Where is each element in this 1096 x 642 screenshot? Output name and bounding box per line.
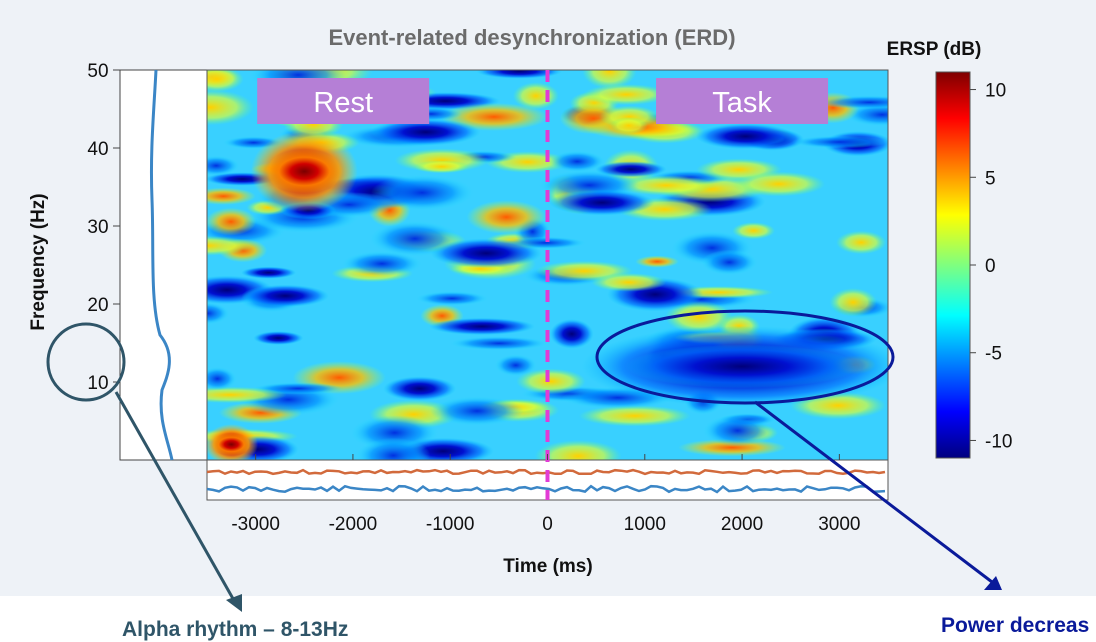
colorbar-tick-label: 0	[985, 256, 996, 277]
heatmap-texture-blob	[207, 187, 256, 205]
heatmap-region-core	[625, 344, 859, 389]
heatmap-texture-blob	[595, 161, 667, 178]
x-axis: -3000 -2000 -1000 0 1000 2000 3000	[231, 454, 860, 535]
heatmap-texture-blob	[207, 235, 254, 256]
colorbar-ticks: 10 5 0 -5 -10	[970, 81, 1012, 452]
alpha-annotation: Alpha rhythm – 8-13Hz	[122, 618, 348, 641]
trace-blue	[206, 484, 886, 494]
heatmap-texture-blob	[549, 189, 655, 216]
y-tick-label: 40	[87, 139, 108, 160]
condition-labels: Rest Task	[257, 78, 829, 124]
power-decrease-ellipse	[595, 309, 895, 405]
colorbar-tick-label: 5	[985, 168, 996, 189]
chart-title: Event-related desynchronization (ERD)	[328, 25, 735, 50]
x-tick-label: 0	[542, 514, 553, 535]
colorbar-title: ERSP (dB)	[887, 39, 982, 60]
heatmap-texture-blob	[512, 82, 559, 110]
heatmap-texture-blob	[591, 272, 667, 292]
heatmap-texture-blob	[207, 386, 287, 404]
heatmap-texture-blob	[609, 117, 648, 135]
heatmap-texture-blob	[430, 238, 542, 269]
alpha-arrowhead	[226, 594, 242, 612]
heatmap-region-core	[211, 433, 251, 456]
x-tick-label: -3000	[231, 514, 280, 535]
heatmap-texture-blob	[732, 171, 826, 197]
heatmap-texture-blob	[207, 207, 257, 236]
heatmap-texture-blob	[578, 405, 691, 427]
condition-label: Task	[712, 87, 772, 119]
heatmap-texture-blob	[241, 284, 329, 308]
heatmap-texture-blob	[695, 123, 796, 150]
heatmap-texture-blob	[207, 70, 244, 92]
heatmap-texture-blob	[253, 331, 304, 345]
heatmap-texture-blob	[476, 70, 563, 79]
spectrum-line	[149, 69, 174, 461]
heatmap-texture-blob	[207, 89, 254, 126]
heatmap-texture-blob	[207, 367, 237, 391]
heatmap-texture-blob	[549, 151, 606, 172]
colorbar-tick-label: -10	[985, 431, 1012, 452]
colorbar	[935, 71, 971, 459]
x-tick-label: -1000	[426, 514, 475, 535]
heatmap-texture-blob	[818, 95, 888, 110]
y-tick-label: 50	[87, 61, 108, 82]
y-tick-label: 30	[87, 217, 108, 238]
power-arrow	[754, 400, 993, 584]
heatmap-texture-blob	[582, 84, 670, 105]
heatmap-texture-blob	[429, 317, 535, 336]
heatmap-texture-blob	[342, 251, 422, 277]
colorbar-tick-label: 10	[985, 81, 1006, 102]
heatmap-texture-blob	[430, 396, 525, 426]
heatmap-texture-blob	[665, 301, 733, 334]
heatmap-texture-blob	[534, 440, 622, 460]
condition-label-box	[656, 78, 829, 124]
power-annotation: Power decreas	[941, 614, 1089, 637]
condition-label-box	[257, 78, 430, 124]
power-arrowhead	[984, 576, 1002, 590]
heatmap-texture-blob	[356, 437, 431, 460]
condition-label: Rest	[313, 87, 373, 119]
heatmap-texture-blob	[516, 368, 586, 395]
alpha-highlight-circle	[46, 322, 126, 402]
heatmap-texture-blob	[732, 222, 776, 240]
y-axis: 10 20 30 40 50	[87, 61, 120, 394]
colorbar-tick-label: -5	[985, 344, 1002, 365]
heatmap-texture-blob	[582, 70, 637, 89]
heatmap-texture-blob	[635, 255, 679, 268]
heatmap-texture-blob	[450, 336, 548, 351]
heatmap-texture-blob	[678, 438, 786, 457]
heatmap-texture-blob	[413, 160, 470, 174]
heatmap-texture-blob	[495, 354, 537, 377]
y-tick-label: 10	[87, 373, 108, 394]
heatmap-texture-blob	[370, 118, 481, 146]
x-axis-label: Time (ms)	[503, 556, 592, 577]
x-tick-label: 3000	[818, 514, 860, 535]
alpha-arrow	[114, 391, 238, 605]
heatmap-texture-blob	[791, 135, 888, 149]
y-axis-label: Frequency (Hz)	[28, 193, 49, 330]
x-tick-label: -2000	[329, 514, 378, 535]
heatmap-texture-blob	[207, 302, 230, 325]
heatmap-texture-blob	[703, 414, 772, 447]
spectrum-panel	[119, 69, 208, 461]
heatmap-texture-blob	[370, 174, 474, 211]
heatmap-texture-blob	[616, 175, 716, 196]
heatmap-texture-blob	[241, 266, 297, 279]
heatmap-texture-blob	[207, 155, 240, 176]
x-tick-label: 2000	[721, 514, 763, 535]
heatmap-texture-blob	[836, 230, 887, 255]
y-tick-label: 20	[87, 295, 108, 316]
heatmap-texture-blob	[383, 376, 457, 401]
heatmap-texture-blob	[701, 249, 757, 275]
heatmap-region-core	[265, 149, 344, 194]
heatmap-texture-blob	[829, 288, 877, 317]
x-tick-label: 1000	[624, 514, 666, 535]
heatmap-texture-blob	[466, 200, 546, 234]
heatmap-texture-blob	[549, 319, 594, 349]
heatmap-texture-blob	[416, 291, 488, 306]
